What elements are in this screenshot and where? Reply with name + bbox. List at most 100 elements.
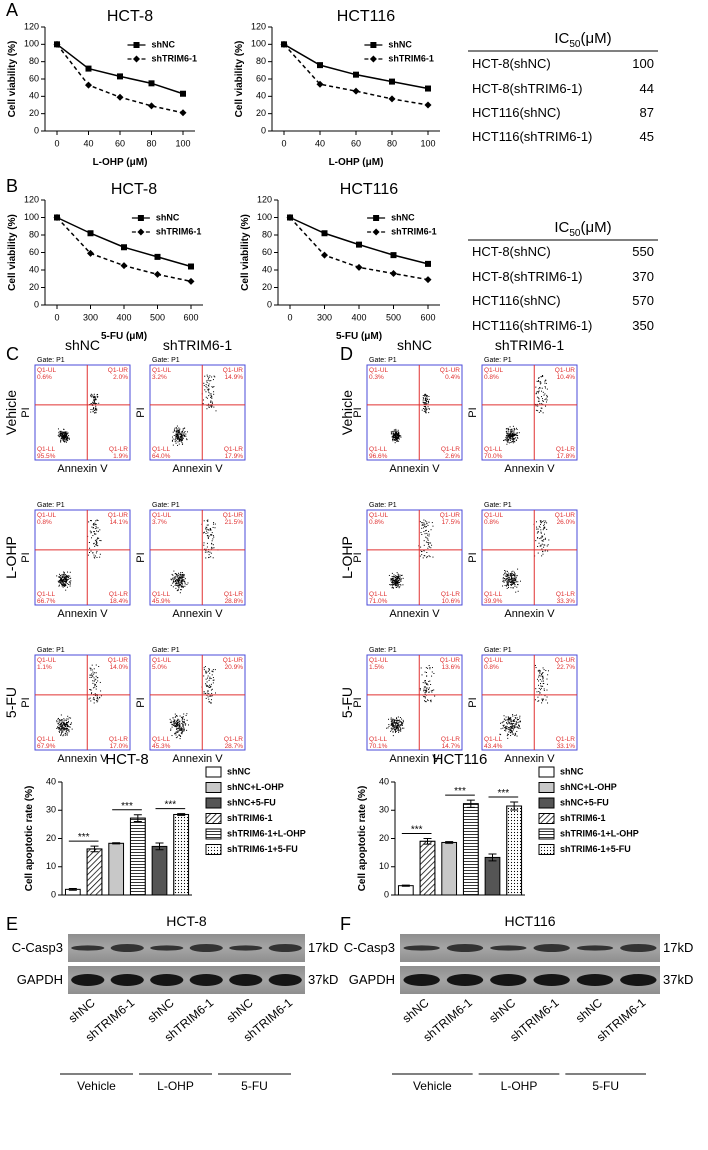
event-dot (541, 535, 543, 537)
event-dot (96, 695, 98, 697)
quadrant-percent: 14.9% (225, 374, 244, 381)
event-dot (536, 678, 538, 680)
event-dot (61, 585, 63, 587)
event-dot (96, 697, 98, 699)
event-dot (543, 523, 545, 525)
event-dot (399, 724, 401, 726)
event-dot (183, 435, 185, 437)
event-dot (540, 531, 542, 533)
event-dot (537, 377, 539, 379)
event-dot (89, 688, 91, 690)
event-dot (539, 381, 541, 383)
event-dot (502, 578, 504, 580)
y-axis-label: PI (135, 697, 147, 707)
event-dot (97, 396, 99, 398)
event-dot (511, 731, 513, 733)
event-dot (175, 435, 177, 437)
legend-label: shTRIM6-1 (388, 53, 434, 63)
quadrant-name: Q1-UL (37, 512, 57, 519)
event-dot (537, 531, 539, 533)
event-dot (425, 399, 427, 401)
event-dot (392, 432, 394, 434)
quadrant-percent: 26.0% (557, 519, 576, 526)
event-dot (506, 432, 508, 434)
y-tick-label: 80 (29, 229, 39, 239)
event-dot (210, 556, 212, 558)
table-header: IC50(μM) (554, 219, 611, 239)
event-dot (205, 526, 207, 528)
event-dot (93, 531, 95, 533)
event-dot (397, 716, 399, 718)
event-dot (428, 691, 430, 693)
event-dot (540, 689, 542, 691)
event-dot (58, 576, 60, 578)
event-dot (182, 443, 184, 445)
event-dot (206, 694, 208, 696)
event-dot (392, 579, 394, 581)
event-dot (509, 723, 511, 725)
event-dot (393, 429, 395, 431)
event-dot (397, 728, 399, 730)
event-dot (402, 721, 404, 723)
event-dot (65, 577, 67, 579)
event-dot (512, 580, 514, 582)
event-dot (206, 397, 208, 399)
event-dot (60, 733, 62, 735)
event-dot (171, 735, 173, 737)
quadrant-percent: 21.5% (225, 519, 244, 526)
event-dot (393, 581, 395, 583)
event-dot (174, 720, 176, 722)
event-dot (425, 394, 427, 396)
event-dot (180, 727, 182, 729)
event-dot (67, 578, 69, 580)
event-dot (210, 678, 212, 680)
event-dot (210, 689, 212, 691)
event-dot (510, 720, 512, 722)
event-dot (177, 730, 179, 732)
event-dot (211, 670, 213, 672)
event-dot (535, 405, 537, 407)
blot-band (229, 945, 263, 951)
event-dot (62, 731, 64, 733)
event-dot (211, 543, 213, 545)
gate-label: Gate: P1 (369, 357, 397, 364)
event-dot (516, 432, 518, 434)
event-dot (60, 580, 62, 582)
event-dot (510, 719, 512, 721)
event-dot (426, 532, 428, 534)
event-dot (392, 726, 394, 728)
event-dot (170, 584, 172, 586)
event-dot (536, 532, 538, 534)
event-dot (391, 435, 393, 437)
event-dot (179, 715, 181, 717)
event-dot (422, 524, 424, 526)
quadrant-name: Q1-LR (224, 591, 243, 598)
event-dot (178, 431, 180, 433)
event-dot (95, 530, 97, 532)
event-dot (398, 437, 400, 439)
event-dot (515, 722, 517, 724)
event-dot (177, 727, 179, 729)
event-dot (95, 688, 97, 690)
event-dot (391, 581, 393, 583)
event-dot (181, 572, 183, 574)
event-dot (93, 668, 95, 670)
event-dot (504, 578, 506, 580)
event-dot (422, 399, 424, 401)
event-dot (502, 727, 504, 729)
event-dot (542, 698, 544, 700)
plot-frame (149, 509, 246, 606)
event-dot (395, 577, 397, 579)
event-dot (176, 715, 178, 717)
event-dot (63, 726, 65, 728)
event-dot (507, 432, 509, 434)
event-dot (426, 557, 428, 559)
quadrant-percent: 43.4% (484, 743, 503, 750)
event-dot (507, 441, 509, 443)
event-dot (398, 438, 400, 440)
event-dot (398, 731, 400, 733)
lane-label: shNC (486, 995, 518, 1025)
event-dot (393, 727, 395, 729)
event-dot (172, 721, 174, 723)
event-dot (507, 583, 509, 585)
